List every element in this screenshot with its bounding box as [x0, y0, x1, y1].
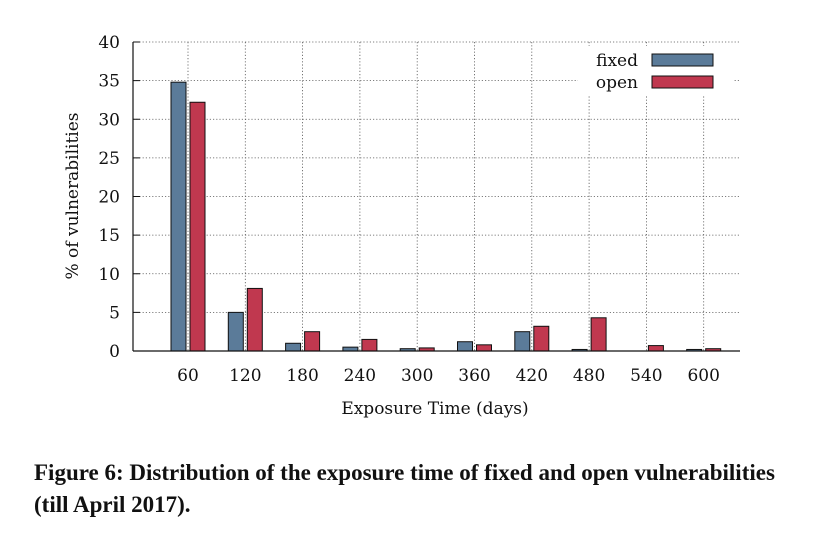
y-axis-label: % of vulnerabilities — [63, 113, 83, 280]
axes — [132, 41, 740, 352]
bars — [170, 81, 722, 352]
bar-chart: 0 5 10 15 20 25 30 35 40 60 120 180 240 300 360 420 480… — [63, 33, 740, 419]
x-tick-label: 120 — [229, 366, 261, 386]
x-tick-label: 540 — [630, 366, 662, 386]
y-tick-label: 5 — [109, 303, 120, 323]
bar-fixed-120 — [227, 311, 244, 352]
legend-swatch-fixed — [651, 53, 714, 67]
x-tick-label: 480 — [573, 366, 605, 386]
legend-label-fixed: fixed — [596, 51, 638, 71]
bar-fixed-360 — [457, 341, 473, 352]
bar-open-540 — [647, 345, 664, 352]
bar-fixed-60 — [170, 81, 187, 352]
bar-open-360 — [476, 344, 492, 352]
bar-open-240 — [361, 338, 378, 352]
figure-caption: Figure 6: Distribution of the exposure t… — [34, 460, 775, 517]
y-tick-label: 30 — [98, 110, 120, 130]
legend-swatch-open — [651, 75, 714, 89]
x-tick-label: 360 — [458, 366, 490, 386]
x-tick-label: 60 — [177, 366, 199, 386]
y-tick-labels: 0 5 10 15 20 25 30 35 40 — [98, 33, 120, 362]
bar-fixed-420 — [514, 331, 531, 352]
bar-open-180 — [304, 331, 321, 352]
bar-fixed-180 — [285, 342, 302, 352]
y-tick-label: 0 — [109, 342, 120, 362]
x-tick-labels: 60 120 180 240 300 360 420 480 540 600 — [177, 366, 720, 386]
bar-open-480 — [590, 317, 607, 352]
y-tick-label: 10 — [98, 265, 120, 285]
y-tick-label: 40 — [98, 33, 120, 53]
x-tick-label: 600 — [687, 366, 719, 386]
bar-open-420 — [533, 325, 550, 352]
y-tick-label: 20 — [98, 188, 120, 208]
x-tick-label: 180 — [286, 366, 318, 386]
y-tick-label: 25 — [98, 149, 120, 169]
x-tick-label: 240 — [344, 366, 376, 386]
y-tick-label: 15 — [98, 226, 120, 246]
bar-open-120 — [246, 287, 263, 352]
x-tick-label: 300 — [401, 366, 433, 386]
y-tick-label: 35 — [98, 72, 120, 92]
legend-label-open: open — [596, 73, 638, 93]
bar-open-60 — [189, 101, 206, 352]
x-axis-label: Exposure Time (days) — [341, 399, 528, 419]
x-tick-label: 420 — [516, 366, 548, 386]
